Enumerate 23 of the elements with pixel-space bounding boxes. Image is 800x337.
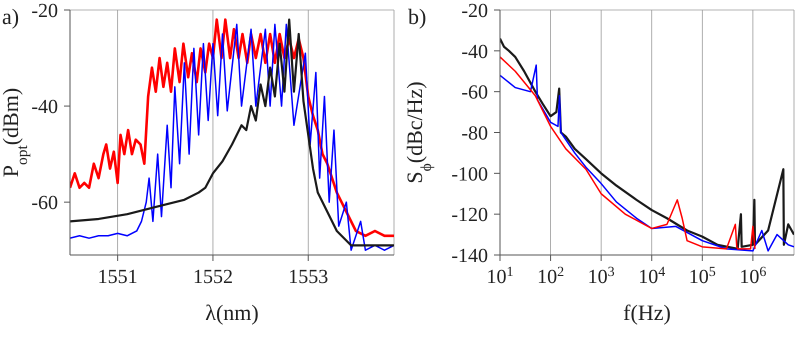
y-tick-label: -80 xyxy=(461,122,488,144)
x-tick-label: 10$^{2}$ xyxy=(537,264,564,288)
chart-title: a) xyxy=(2,4,20,30)
y-tick-label: -140 xyxy=(451,245,488,267)
x-tick-label: 10$^{6}$ xyxy=(739,264,766,288)
y-tick-label: -40 xyxy=(461,40,488,63)
x-tick-label: 10$^{5}$ xyxy=(688,264,716,288)
y-tick-label: -20 xyxy=(31,0,58,22)
chart-title: b) xyxy=(408,4,426,30)
y-tick-label: -20 xyxy=(461,0,488,22)
y-tick-label: -60 xyxy=(31,192,58,214)
x-tick-label: 1553 xyxy=(288,266,328,288)
x-tick-label: 10$^{1}$ xyxy=(486,264,514,288)
y-tick-label: -40 xyxy=(31,96,58,118)
x-tick-label: 1552 xyxy=(192,266,233,288)
x-axis-title: λ(nm) xyxy=(205,300,259,325)
x-axis-title: f(Hz) xyxy=(623,300,671,325)
x-tick-label: 10$^{3}$ xyxy=(588,264,615,288)
y-tick-label: -100 xyxy=(451,163,488,186)
y-tick-label: -60 xyxy=(461,82,488,104)
y-tick-label: -120 xyxy=(451,204,488,226)
x-tick-label: 1551 xyxy=(98,266,138,288)
x-tick-label: 10$^{4}$ xyxy=(638,264,666,288)
